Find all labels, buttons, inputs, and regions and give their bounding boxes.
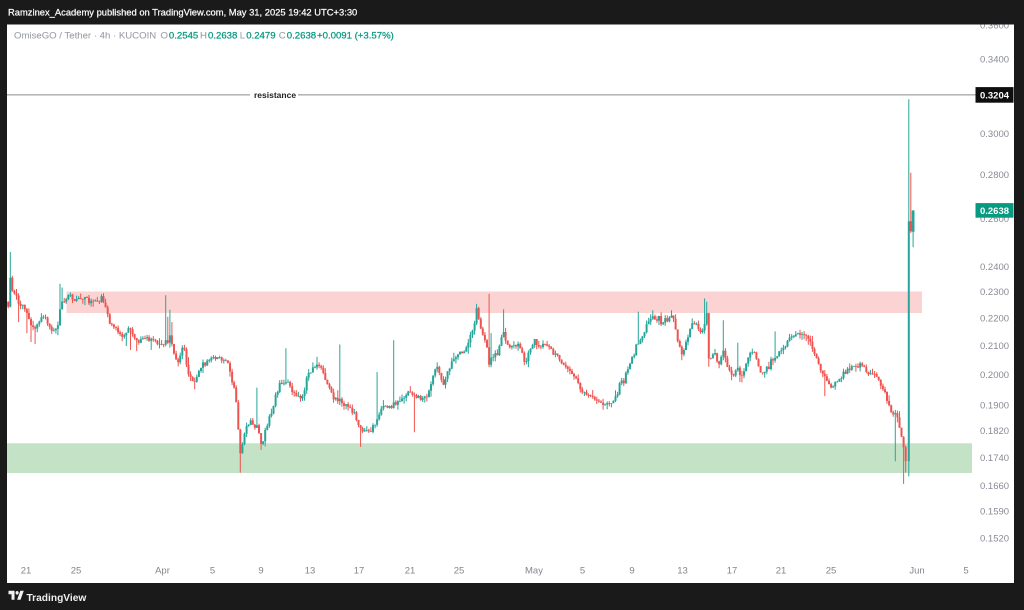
svg-text:0.2638: 0.2638 — [208, 30, 237, 41]
svg-text:O: O — [161, 30, 168, 41]
svg-text:0.2545: 0.2545 — [169, 30, 198, 41]
svg-text:13: 13 — [677, 566, 688, 577]
svg-text:0.1820: 0.1820 — [980, 426, 1009, 437]
svg-text:5: 5 — [210, 566, 215, 577]
svg-text:May: May — [525, 566, 543, 577]
svg-text:21: 21 — [405, 566, 416, 577]
svg-text:resistance: resistance — [254, 90, 296, 100]
svg-text:13: 13 — [305, 566, 316, 577]
svg-text:0.1590: 0.1590 — [980, 507, 1009, 518]
svg-text:21: 21 — [776, 566, 787, 577]
svg-text:Jun: Jun — [909, 566, 924, 577]
svg-text:0.1660: 0.1660 — [980, 481, 1009, 492]
svg-text:9: 9 — [258, 566, 263, 577]
svg-text:0.2200: 0.2200 — [980, 314, 1009, 325]
svg-text:OmiseGO / Tether · 4h · KUCOIN: OmiseGO / Tether · 4h · KUCOIN — [14, 30, 156, 41]
svg-text:17: 17 — [354, 566, 365, 577]
svg-text:0.2638: 0.2638 — [287, 30, 316, 41]
svg-text:0.2000: 0.2000 — [980, 370, 1009, 381]
svg-text:H: H — [200, 30, 207, 41]
svg-text:0.2600: 0.2600 — [980, 214, 1009, 225]
svg-text:0.3000: 0.3000 — [980, 129, 1009, 140]
svg-text:0.2100: 0.2100 — [980, 341, 1009, 352]
svg-text:0.1900: 0.1900 — [980, 401, 1009, 412]
svg-text:25: 25 — [454, 566, 465, 577]
svg-text:TradingView: TradingView — [27, 593, 87, 604]
svg-text:0.3204: 0.3204 — [980, 91, 1010, 102]
svg-text:5: 5 — [963, 566, 968, 577]
svg-text:0.2479: 0.2479 — [246, 30, 275, 41]
svg-text:17: 17 — [727, 566, 738, 577]
svg-text:5: 5 — [580, 566, 585, 577]
svg-text:+0.0091 (+3.57%): +0.0091 (+3.57%) — [317, 30, 394, 41]
svg-text:0.1520: 0.1520 — [980, 533, 1009, 544]
svg-text:0.2800: 0.2800 — [980, 170, 1009, 181]
svg-text:9: 9 — [629, 566, 634, 577]
svg-text:Ramzinex_Academy published on: Ramzinex_Academy published on TradingVie… — [8, 6, 357, 17]
svg-text:Apr: Apr — [155, 566, 170, 577]
svg-text:0.2638: 0.2638 — [980, 206, 1009, 217]
svg-text:21: 21 — [21, 566, 32, 577]
svg-text:0.2400: 0.2400 — [980, 262, 1009, 273]
svg-text:L: L — [240, 30, 246, 41]
svg-text:0.3600: 0.3600 — [980, 21, 1009, 32]
svg-text:0.1740: 0.1740 — [980, 453, 1009, 464]
svg-text:C: C — [279, 30, 286, 41]
svg-text:0.2300: 0.2300 — [980, 287, 1009, 298]
svg-text:0.3400: 0.3400 — [980, 55, 1009, 66]
svg-text:25: 25 — [826, 566, 837, 577]
svg-text:25: 25 — [71, 566, 82, 577]
